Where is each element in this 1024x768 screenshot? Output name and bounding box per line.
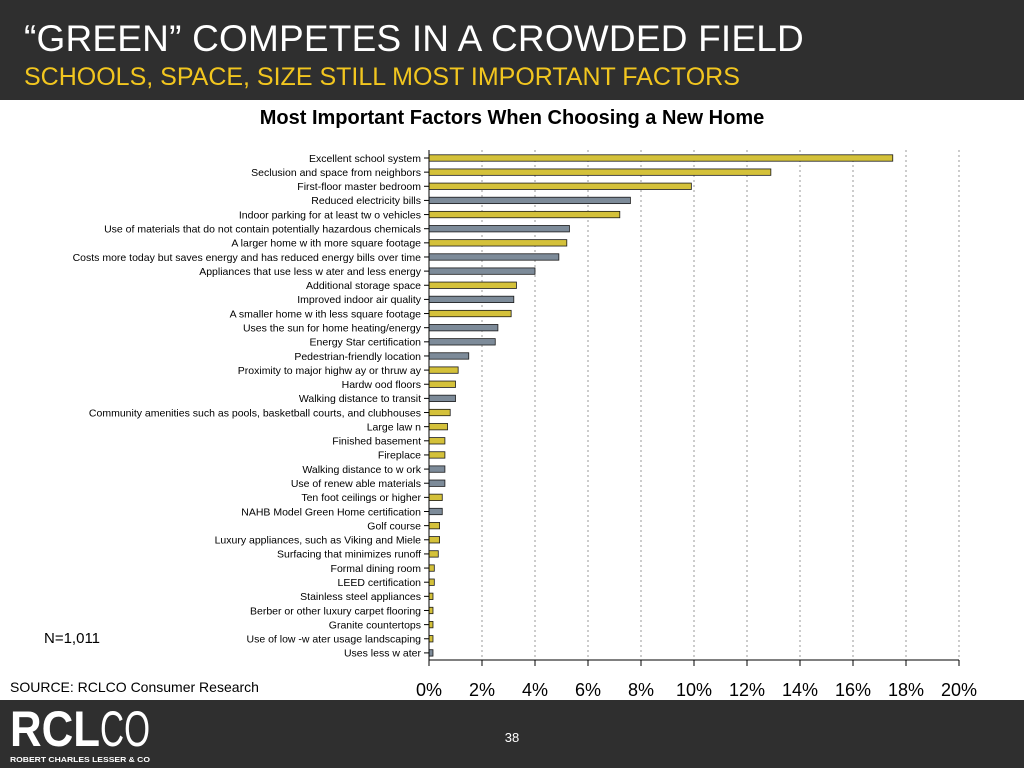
- category-label: Use of low -w ater usage landscaping: [246, 634, 421, 646]
- bar: [428, 309, 512, 318]
- category-label: Use of renew able materials: [291, 478, 421, 490]
- bar: [428, 380, 456, 388]
- bar: [428, 507, 443, 516]
- category-label: Improved indoor air quality: [297, 294, 421, 306]
- category-label: Finished basement: [332, 436, 421, 448]
- category-label: A smaller home w ith less square footage: [230, 308, 422, 320]
- category-label: Stainless steel appliances: [300, 591, 421, 603]
- category-label: Golf course: [367, 520, 421, 532]
- category-label: Walking distance to transit: [299, 393, 421, 405]
- bar: [428, 522, 441, 530]
- bar: [428, 239, 568, 247]
- category-label: Energy Star certification: [310, 337, 422, 349]
- category-label: NAHB Model Green Home certification: [241, 506, 421, 518]
- category-label: Ten foot ceilings or higher: [301, 492, 421, 504]
- bar: [428, 578, 435, 586]
- bar: [428, 324, 499, 332]
- bar: [428, 564, 435, 572]
- rclco-logo: RCL CO ROBERT CHARLES LESSER & CO: [10, 702, 150, 764]
- bar-chart: Excellent school system Seclusion and spa…: [73, 150, 977, 700]
- bar: [428, 338, 496, 346]
- bar: [428, 479, 446, 487]
- bar: [428, 253, 560, 261]
- page-number: 38: [504, 730, 520, 745]
- category-label: Granite countertops: [329, 619, 421, 631]
- category-label: Large law n: [367, 421, 421, 433]
- page-subtitle: SCHOOLS, SPACE, SIZE STILL MOST IMPORTAN…: [24, 63, 740, 91]
- x-tick-label: 6%: [575, 680, 601, 700]
- bar: [428, 210, 621, 219]
- x-tick-label: 10%: [676, 680, 712, 700]
- category-label: Surfacing that minimizes runoff: [277, 549, 421, 561]
- category-label: Proximity to major highw ay or thruw ay: [238, 365, 422, 377]
- bar: [428, 168, 772, 176]
- bar: [428, 493, 443, 501]
- category-label: Indoor parking for at least tw o vehicle…: [239, 209, 421, 221]
- category-label: Additional storage space: [306, 280, 421, 292]
- category-label: Formal dining room: [331, 563, 422, 575]
- category-label: LEED certification: [338, 577, 422, 589]
- svg-text:RCL: RCL: [10, 702, 100, 757]
- bar: [428, 408, 451, 417]
- category-label: Uses less w ater: [344, 648, 422, 660]
- x-tick-label: 16%: [835, 680, 871, 700]
- svg-text:ROBERT CHARLES LESSER & CO: ROBERT CHARLES LESSER & CO: [10, 755, 150, 764]
- bar: [428, 182, 692, 190]
- x-tick-label: 2%: [469, 680, 495, 700]
- chart-title: Most Important Factors When Choosing a N…: [259, 107, 765, 129]
- category-label: Walking distance to w ork: [302, 464, 421, 476]
- bar: [428, 550, 439, 558]
- bar: [428, 267, 536, 275]
- category-label: Reduced electricity bills: [311, 195, 421, 207]
- bar: [428, 437, 446, 445]
- x-tick-label: 20%: [941, 680, 977, 700]
- bar: [428, 451, 446, 459]
- bar: [428, 281, 517, 289]
- category-label: Appliances that use less w ater and less…: [199, 266, 422, 278]
- bar: [428, 536, 441, 544]
- bar: [428, 621, 434, 629]
- x-tick-label: 0%: [416, 680, 442, 700]
- footer-bar: [0, 700, 1024, 768]
- category-label: Luxury appliances, such as Viking and Mi…: [215, 535, 422, 547]
- category-label: Fireplace: [378, 450, 421, 462]
- x-tick-label: 4%: [522, 680, 548, 700]
- source-note: SOURCE: RCLCO Consumer Research: [10, 679, 259, 695]
- category-label: Pedestrian-friendly location: [294, 351, 421, 363]
- x-tick-label: 14%: [782, 680, 818, 700]
- bar: [428, 635, 434, 643]
- x-tick-label: 12%: [729, 680, 765, 700]
- category-label: Excellent school system: [309, 153, 421, 165]
- svg-text:CO: CO: [100, 702, 150, 757]
- category-label: Costs more today but saves energy and ha…: [73, 252, 422, 264]
- bar: [428, 225, 570, 233]
- category-label: Community amenities such as pools, baske…: [89, 407, 421, 419]
- category-label: Use of materials that do not contain pot…: [104, 224, 421, 236]
- bar: [428, 649, 434, 657]
- category-label: Uses the sun for home heating/energy: [243, 322, 422, 334]
- category-label: First-floor master bedroom: [297, 181, 421, 193]
- header-bar: “GREEN” COMPETES IN A CROWDED FIELD SCHO…: [0, 0, 1024, 100]
- bar: [428, 295, 515, 303]
- bar: [428, 196, 631, 205]
- bar: [428, 352, 470, 360]
- category-label: Hardw ood floors: [342, 379, 421, 391]
- bar: [428, 606, 434, 615]
- bar: [428, 465, 446, 473]
- bar: [428, 423, 448, 431]
- bar: [428, 366, 459, 374]
- bar: [428, 394, 456, 402]
- category-label: Berber or other luxury carpet flooring: [250, 605, 421, 617]
- page-title: “GREEN” COMPETES IN A CROWDED FIELD: [24, 18, 804, 59]
- bar: [428, 592, 434, 600]
- category-label: Seclusion and space from neighbors: [251, 167, 421, 179]
- x-tick-label: 18%: [888, 680, 924, 700]
- category-label: A larger home w ith more square footage: [231, 238, 421, 250]
- x-tick-label: 8%: [628, 680, 654, 700]
- sample-size: N=1,011: [44, 630, 101, 647]
- bar: [428, 154, 894, 162]
